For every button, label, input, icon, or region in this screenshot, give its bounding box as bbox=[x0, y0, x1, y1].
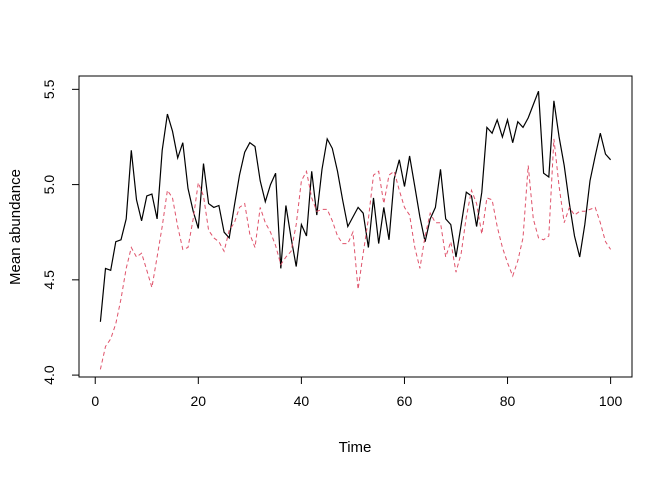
x-tick-label: 20 bbox=[191, 393, 207, 409]
y-tick-label: 4.0 bbox=[41, 365, 57, 385]
series-lines bbox=[99, 90, 612, 370]
x-tick-label: 0 bbox=[91, 393, 99, 409]
series-2-dashed-red bbox=[99, 138, 612, 370]
x-tick-label: 40 bbox=[294, 393, 310, 409]
x-tick-label: 60 bbox=[397, 393, 413, 409]
plot-frame bbox=[78, 75, 633, 378]
x-tick-label: 100 bbox=[599, 393, 623, 409]
y-tick-label: 5.5 bbox=[41, 79, 57, 99]
y-tick-label: 5.0 bbox=[41, 175, 57, 195]
y-axis-label: Mean abundance bbox=[7, 169, 24, 285]
x-tick-label: 80 bbox=[500, 393, 516, 409]
y-axis-ticks: 4.0 4.5 5.0 5.5 bbox=[41, 79, 79, 385]
x-axis-label: Time bbox=[339, 439, 372, 456]
y-tick-label: 4.5 bbox=[41, 270, 57, 290]
x-axis-ticks: 0 20 40 60 80 100 bbox=[91, 377, 623, 409]
series-1-solid-black bbox=[99, 90, 612, 322]
